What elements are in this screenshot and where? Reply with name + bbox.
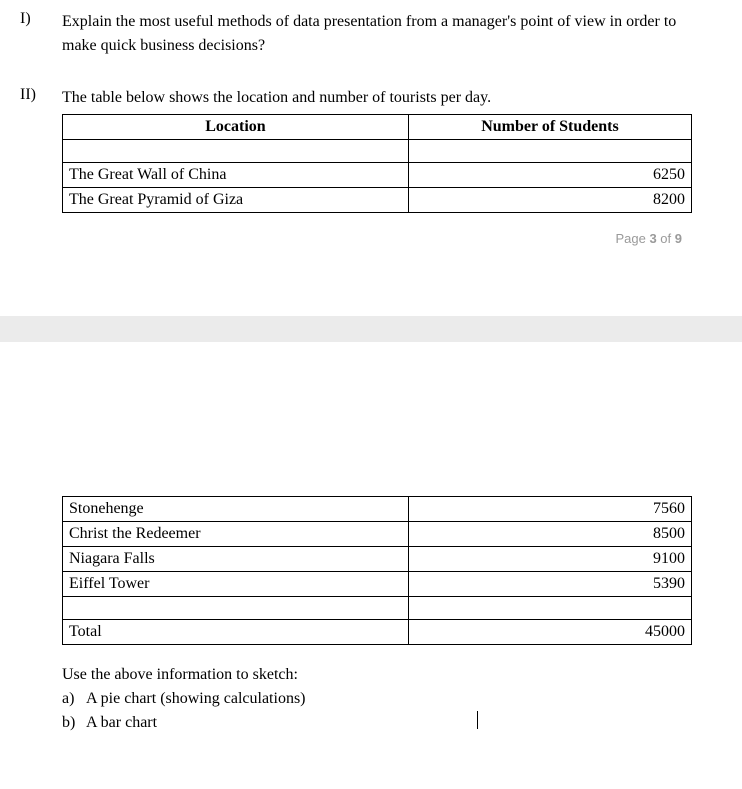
sub-items: a) A pie chart (showing calculations) b)… bbox=[62, 687, 712, 735]
cell-location: Eiffel Tower bbox=[63, 572, 409, 597]
question-1: I) Explain the most useful methods of da… bbox=[20, 10, 712, 58]
cell-location: Christ the Redeemer bbox=[63, 522, 409, 547]
sub-letter-a: a) bbox=[62, 687, 86, 711]
cell-number: 6250 bbox=[408, 163, 691, 188]
sub-text-b: A bar chart bbox=[86, 711, 157, 735]
question-2-intro: The table below shows the location and n… bbox=[62, 86, 712, 110]
cell-location: The Great Wall of China bbox=[63, 163, 409, 188]
table-row: Eiffel Tower 5390 bbox=[63, 572, 692, 597]
page-break bbox=[0, 316, 742, 342]
text-cursor bbox=[477, 711, 478, 729]
table-spacer-row bbox=[63, 597, 692, 620]
table-spacer-row bbox=[63, 140, 692, 163]
table-row: Stonehenge 7560 bbox=[63, 497, 692, 522]
page-number: Page 3 of 9 bbox=[20, 231, 712, 246]
cell-number: 5390 bbox=[408, 572, 691, 597]
sub-text-a: A pie chart (showing calculations) bbox=[86, 687, 306, 711]
cell-location: The Great Pyramid of Giza bbox=[63, 188, 409, 213]
sub-letter-b: b) bbox=[62, 711, 86, 735]
table-total-row: Total 45000 bbox=[63, 620, 692, 645]
page-current: 3 bbox=[649, 231, 656, 246]
table-row: Niagara Falls 9100 bbox=[63, 547, 692, 572]
cell-number: 9100 bbox=[408, 547, 691, 572]
cell-total-label: Total bbox=[63, 620, 409, 645]
table-row: The Great Pyramid of Giza 8200 bbox=[63, 188, 692, 213]
page-prefix: Page bbox=[615, 231, 649, 246]
question-1-number: I) bbox=[20, 10, 62, 28]
table-header-row: Location Number of Students bbox=[63, 115, 692, 140]
cell-location: Stonehenge bbox=[63, 497, 409, 522]
instruction-text: Use the above information to sketch: bbox=[62, 663, 712, 687]
sub-item-a: a) A pie chart (showing calculations) bbox=[62, 687, 712, 711]
page-sep: of bbox=[657, 231, 675, 246]
table-row: The Great Wall of China 6250 bbox=[63, 163, 692, 188]
question-2: II) The table below shows the location a… bbox=[20, 86, 712, 110]
question-2-number: II) bbox=[20, 86, 62, 104]
question-1-text: Explain the most useful methods of data … bbox=[62, 10, 712, 58]
tourists-table-top: Location Number of Students The Great Wa… bbox=[62, 114, 692, 213]
table-row: Christ the Redeemer 8500 bbox=[63, 522, 692, 547]
cell-number: 8500 bbox=[408, 522, 691, 547]
header-number: Number of Students bbox=[408, 115, 691, 140]
cell-location: Niagara Falls bbox=[63, 547, 409, 572]
cell-number: 8200 bbox=[408, 188, 691, 213]
lower-page-content: Stonehenge 7560 Christ the Redeemer 8500… bbox=[0, 482, 742, 745]
cell-number: 7560 bbox=[408, 497, 691, 522]
document-page: I) Explain the most useful methods of da… bbox=[0, 0, 742, 745]
upper-page-content: I) Explain the most useful methods of da… bbox=[0, 0, 742, 286]
page-total: 9 bbox=[675, 231, 682, 246]
tourists-table-bottom: Stonehenge 7560 Christ the Redeemer 8500… bbox=[62, 496, 692, 645]
cell-total-value: 45000 bbox=[408, 620, 691, 645]
sub-item-b: b) A bar chart bbox=[62, 711, 712, 735]
header-location: Location bbox=[63, 115, 409, 140]
